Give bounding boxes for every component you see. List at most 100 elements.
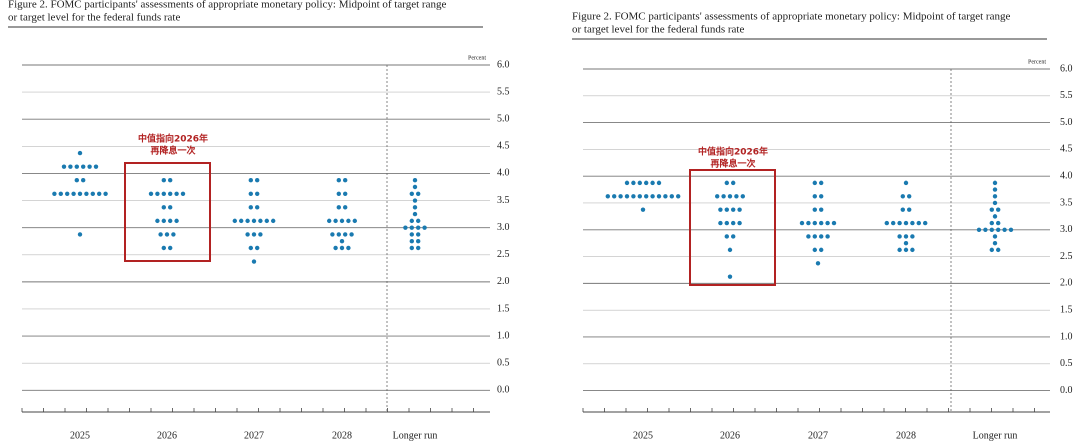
dot — [255, 191, 260, 196]
dot — [637, 194, 642, 199]
dot — [903, 240, 909, 246]
dot — [650, 194, 655, 199]
dot — [343, 178, 348, 183]
dot — [97, 191, 102, 196]
dot — [93, 164, 99, 169]
dot — [171, 232, 176, 237]
y-tick-label: 4.0 — [1060, 170, 1073, 181]
dot — [806, 234, 811, 239]
dot — [87, 164, 92, 169]
dot — [806, 220, 811, 226]
y-tick-label: 1.0 — [1060, 331, 1073, 342]
dot — [819, 247, 824, 253]
dot — [656, 194, 662, 199]
dot — [409, 232, 414, 237]
dot — [412, 205, 418, 210]
dot — [161, 178, 166, 183]
dot — [815, 261, 821, 266]
dot — [81, 178, 86, 183]
dot — [164, 232, 170, 237]
dot — [343, 232, 348, 237]
dot — [416, 218, 421, 224]
y-tick-label: 2.5 — [1060, 251, 1073, 262]
dot — [161, 205, 166, 210]
y-axis-label: Percent — [468, 55, 486, 61]
dot — [155, 218, 160, 224]
dot — [907, 207, 912, 212]
dot — [422, 225, 427, 230]
dot — [923, 220, 928, 226]
dot — [264, 218, 269, 224]
dot — [992, 240, 998, 246]
dot — [910, 220, 915, 226]
dot — [989, 220, 994, 226]
dot — [403, 225, 408, 230]
dot — [903, 247, 909, 253]
dot — [724, 207, 729, 212]
dot — [819, 220, 824, 226]
dot — [897, 220, 902, 226]
x-tick-label: 2026 — [720, 430, 740, 441]
dot — [90, 191, 96, 196]
dot — [910, 247, 915, 253]
dot — [416, 245, 421, 251]
dot — [409, 218, 414, 224]
dot — [409, 225, 414, 230]
dot — [992, 180, 998, 186]
chart-title: or target level for the federal funds ra… — [572, 24, 744, 36]
dot — [897, 247, 902, 253]
dot — [989, 227, 994, 232]
x-tick-label: 2027 — [808, 430, 828, 441]
dot — [336, 232, 341, 237]
dot — [161, 191, 166, 196]
dot — [168, 218, 173, 224]
dot — [731, 234, 736, 239]
dot — [731, 220, 736, 226]
annotation: 再降息一次 — [710, 158, 755, 170]
y-tick-label: 6.0 — [1060, 63, 1073, 74]
dot — [812, 180, 817, 186]
dot — [336, 191, 341, 196]
dot — [245, 232, 250, 237]
dot — [663, 194, 668, 199]
dot — [333, 245, 338, 251]
y-tick-label: 5.5 — [497, 86, 510, 97]
dot — [976, 227, 982, 232]
dot — [907, 194, 912, 199]
dot — [910, 234, 915, 239]
x-tick-label: 2025 — [633, 430, 653, 441]
dot — [52, 191, 57, 196]
dot — [333, 218, 338, 224]
dot — [812, 234, 817, 239]
dot — [255, 178, 260, 183]
dot — [148, 191, 154, 196]
y-tick-label: 2.5 — [497, 249, 510, 260]
y-tick-label: 0.5 — [497, 358, 510, 369]
y-tick-label: 5.0 — [1060, 117, 1073, 128]
dot — [727, 194, 733, 199]
dot — [61, 164, 67, 169]
dot — [992, 200, 998, 206]
dot — [258, 232, 263, 237]
dot — [339, 245, 345, 251]
dot — [996, 220, 1001, 226]
dot — [819, 207, 824, 212]
dot — [174, 191, 179, 196]
dot — [724, 180, 729, 186]
y-tick-label: 3.5 — [1060, 197, 1073, 208]
dot — [812, 247, 817, 253]
dot — [737, 220, 742, 226]
dot — [1002, 227, 1007, 232]
dot — [248, 205, 253, 210]
dot — [715, 194, 720, 199]
dot — [416, 239, 421, 244]
chart-title: Figure 2. FOMC participants' assessments… — [572, 11, 1010, 23]
dot — [339, 218, 345, 224]
dot — [58, 191, 63, 196]
x-tick-label: 2028 — [332, 430, 352, 441]
y-tick-label: 4.5 — [1060, 144, 1073, 155]
dot — [77, 232, 83, 237]
dot — [644, 194, 649, 199]
dot — [346, 245, 351, 251]
dot — [740, 194, 745, 199]
